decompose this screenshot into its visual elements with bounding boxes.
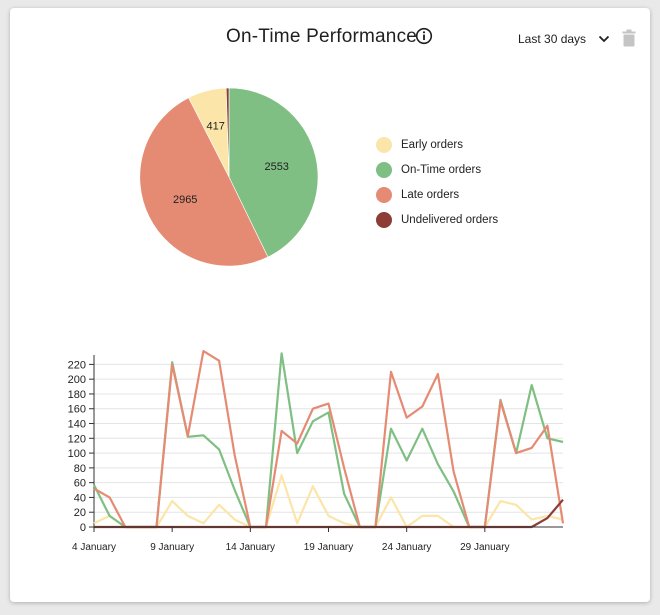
y-tick-label: 60 xyxy=(74,478,86,490)
pie-slice-undelivered[interactable] xyxy=(225,87,230,178)
legend-swatch-ontime xyxy=(376,161,392,178)
y-tick-label: 100 xyxy=(68,448,86,460)
y-tick-label: 160 xyxy=(68,404,86,416)
card-title: On-Time Performance xyxy=(226,26,418,47)
pie-legend: Early orders On-Time orders Late orders … xyxy=(376,132,498,232)
on-time-performance-card: On-Time Performance Last 30 days 2553 296… xyxy=(10,8,650,602)
x-tick-label: 4 January xyxy=(72,542,116,553)
y-tick-label: 40 xyxy=(74,492,86,504)
x-tick-label: 9 January xyxy=(150,542,194,553)
y-tick-label: 0 xyxy=(80,522,86,534)
y-tick-label: 120 xyxy=(68,433,86,445)
chevron-down-icon xyxy=(598,35,610,43)
date-range-select[interactable]: Last 30 days xyxy=(518,32,610,46)
legend-item-ontime: On-Time orders xyxy=(376,157,498,182)
x-tick-label: 29 January xyxy=(460,542,509,553)
info-icon[interactable] xyxy=(415,27,433,45)
y-tick-label: 140 xyxy=(68,419,86,431)
y-tick-label: 200 xyxy=(68,374,86,386)
x-tick-label: 14 January xyxy=(226,542,275,553)
line-series-late[interactable] xyxy=(93,350,565,529)
x-tick-label: 24 January xyxy=(382,542,431,553)
y-tick-label: 180 xyxy=(68,389,86,401)
pie-label-late: 2965 xyxy=(173,194,197,206)
y-tick-label: 220 xyxy=(68,359,86,371)
trash-icon[interactable] xyxy=(622,29,636,47)
legend-swatch-late xyxy=(376,186,392,203)
line-chart: 0 20 40 60 80 100 120 140 160 180 200 220 4 January 9… xyxy=(68,350,565,553)
legend-label-ontime: On-Time orders xyxy=(401,163,482,176)
legend-item-early: Early orders xyxy=(376,132,498,157)
legend-swatch-early xyxy=(376,136,392,153)
legend-item-undelivered: Undelivered orders xyxy=(376,207,498,232)
legend-label-undelivered: Undelivered orders xyxy=(401,213,499,226)
legend-item-late: Late orders xyxy=(376,182,498,207)
legend-label-late: Late orders xyxy=(401,188,460,201)
pie-label-early: 417 xyxy=(207,120,225,132)
pie-chart: 2553 2965 417 xyxy=(139,87,319,267)
legend-swatch-undelivered xyxy=(376,211,392,228)
x-tick-label: 19 January xyxy=(304,542,353,553)
y-tick-label: 20 xyxy=(74,507,86,519)
pie-slice-ontime[interactable] xyxy=(228,87,319,258)
date-range-label: Last 30 days xyxy=(518,32,587,46)
y-tick-label: 80 xyxy=(74,463,86,475)
pie-label-ontime: 2553 xyxy=(264,161,288,173)
pie-slice-late[interactable] xyxy=(139,97,269,267)
legend-label-early: Early orders xyxy=(401,138,463,151)
